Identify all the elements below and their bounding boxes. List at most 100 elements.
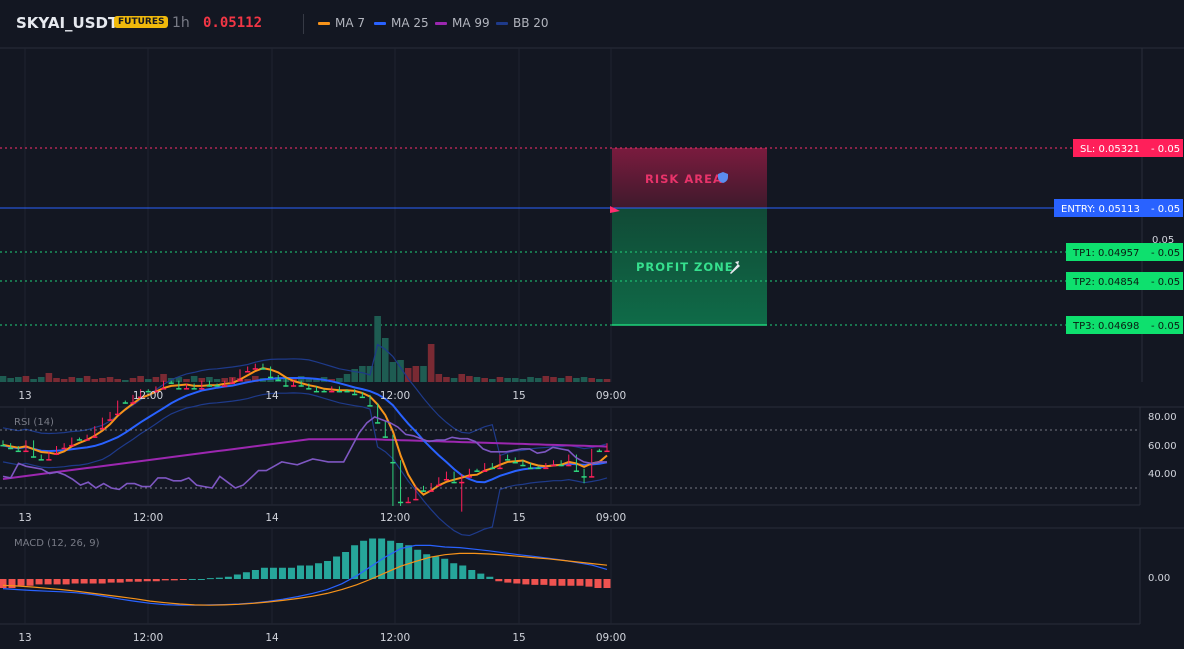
volume-bar [137, 376, 144, 382]
time-tick-label: 13 [18, 632, 31, 644]
volume-bar [83, 376, 91, 382]
symbol-title[interactable]: SKYAI_USDT [16, 14, 119, 32]
macd-histogram-bar [215, 577, 223, 579]
macd-histogram-bar [585, 579, 593, 587]
legend-ma7[interactable]: MA 7 [318, 16, 365, 30]
macd-histogram-bar [594, 579, 602, 588]
candle-body [313, 390, 320, 393]
volume-bar [99, 378, 106, 382]
macd-histogram-bar [296, 565, 304, 579]
profit-zone [612, 208, 767, 325]
volume-bar [14, 377, 22, 382]
moving-averages [2, 367, 608, 496]
volume-bar [244, 379, 251, 382]
candle-body [367, 405, 373, 407]
volume-bar [30, 379, 37, 382]
volume-bar [313, 379, 320, 382]
candle-body [505, 459, 511, 461]
candle-body [76, 439, 83, 441]
legend-ma25[interactable]: MA 25 [374, 16, 429, 30]
candle-body [199, 388, 205, 390]
signal-line [2, 552, 608, 606]
volume-bar [213, 379, 221, 382]
volume-bar [252, 376, 259, 382]
macd-histogram-bar [107, 579, 115, 583]
legend-bb20[interactable]: BB 20 [496, 16, 549, 30]
shield-icon [718, 172, 728, 183]
candle-body [482, 470, 488, 472]
macd-histogram-bar [170, 579, 178, 581]
volume-bar [397, 360, 404, 382]
candle-body [520, 464, 526, 467]
tp1-tag-value: - 0.05 [1151, 248, 1180, 259]
macd-histogram-bar [287, 567, 295, 579]
macd-histogram-bar [35, 579, 43, 585]
volume-bar [573, 378, 580, 382]
time-tick-label: 09:00 [596, 390, 626, 402]
volume-bar [91, 379, 99, 382]
macd-histogram-bar [468, 570, 476, 579]
volume-bar [190, 376, 198, 382]
time-tick-label: 14 [265, 390, 279, 402]
ma99-line [2, 438, 608, 480]
volume-bar [489, 379, 496, 382]
volume-bar [336, 378, 343, 382]
macd-histogram-bar [269, 567, 277, 579]
candle-body [0, 444, 6, 447]
candle-body [122, 402, 128, 404]
ma25-line [2, 377, 608, 484]
volume-bar [427, 344, 435, 382]
volume-bar [160, 374, 167, 382]
volume-bar [458, 374, 466, 382]
candle-body [46, 459, 52, 461]
candle-body [329, 390, 335, 393]
candle-body [489, 467, 495, 470]
candle-body [474, 470, 480, 472]
ma99-swatch [435, 21, 447, 25]
sl-price-tag [1073, 139, 1183, 157]
last-price: 0.05112 [203, 15, 263, 31]
volume-bar [114, 379, 121, 382]
candle-body [283, 385, 289, 387]
macd-histogram-bar [44, 579, 52, 585]
volume-bar [603, 379, 611, 382]
header-divider [303, 14, 304, 34]
candle-body [466, 476, 472, 478]
tp1-tag-label: TP1: 0.04957 [1072, 248, 1139, 259]
time-tick-label: 15 [512, 390, 525, 402]
candle-body [352, 393, 358, 396]
candle-body [390, 461, 396, 464]
macd-histogram-bar [80, 579, 88, 584]
macd-histogram-bar [89, 579, 97, 584]
volume-bar [305, 378, 313, 382]
volume-bar [542, 376, 550, 382]
timeframe-label[interactable]: 1h [172, 15, 190, 31]
tp3-price-tag [1066, 316, 1183, 334]
macd-histogram-bar [197, 579, 205, 580]
volume-bar [519, 379, 527, 382]
volume-bar [443, 377, 450, 382]
legend-bb20-label: BB 20 [513, 16, 549, 30]
macd-histogram-bar [143, 579, 151, 582]
time-tick-label: 15 [512, 632, 525, 644]
candle-body [573, 470, 580, 472]
candle-body [306, 388, 312, 390]
macd-histogram-bar [441, 558, 449, 579]
volume-bar [527, 377, 534, 382]
volume-bar [267, 379, 274, 382]
candle-body [405, 501, 411, 504]
legend-ma99[interactable]: MA 99 [435, 16, 490, 30]
macd-histogram-bar [251, 570, 259, 579]
volume-bar [221, 378, 229, 382]
legend-ma25-label: MA 25 [391, 16, 429, 30]
sl-tag-value: - 0.05 [1151, 144, 1180, 155]
candle-body [535, 467, 541, 470]
volume-bar [504, 378, 511, 382]
time-tick-label: 12:00 [133, 390, 163, 402]
macd-histogram-bar [576, 579, 584, 586]
candle-body [298, 385, 304, 387]
macd-histogram-bar [125, 579, 133, 582]
macd-histogram-bar [315, 563, 323, 579]
candle-body [61, 447, 67, 450]
